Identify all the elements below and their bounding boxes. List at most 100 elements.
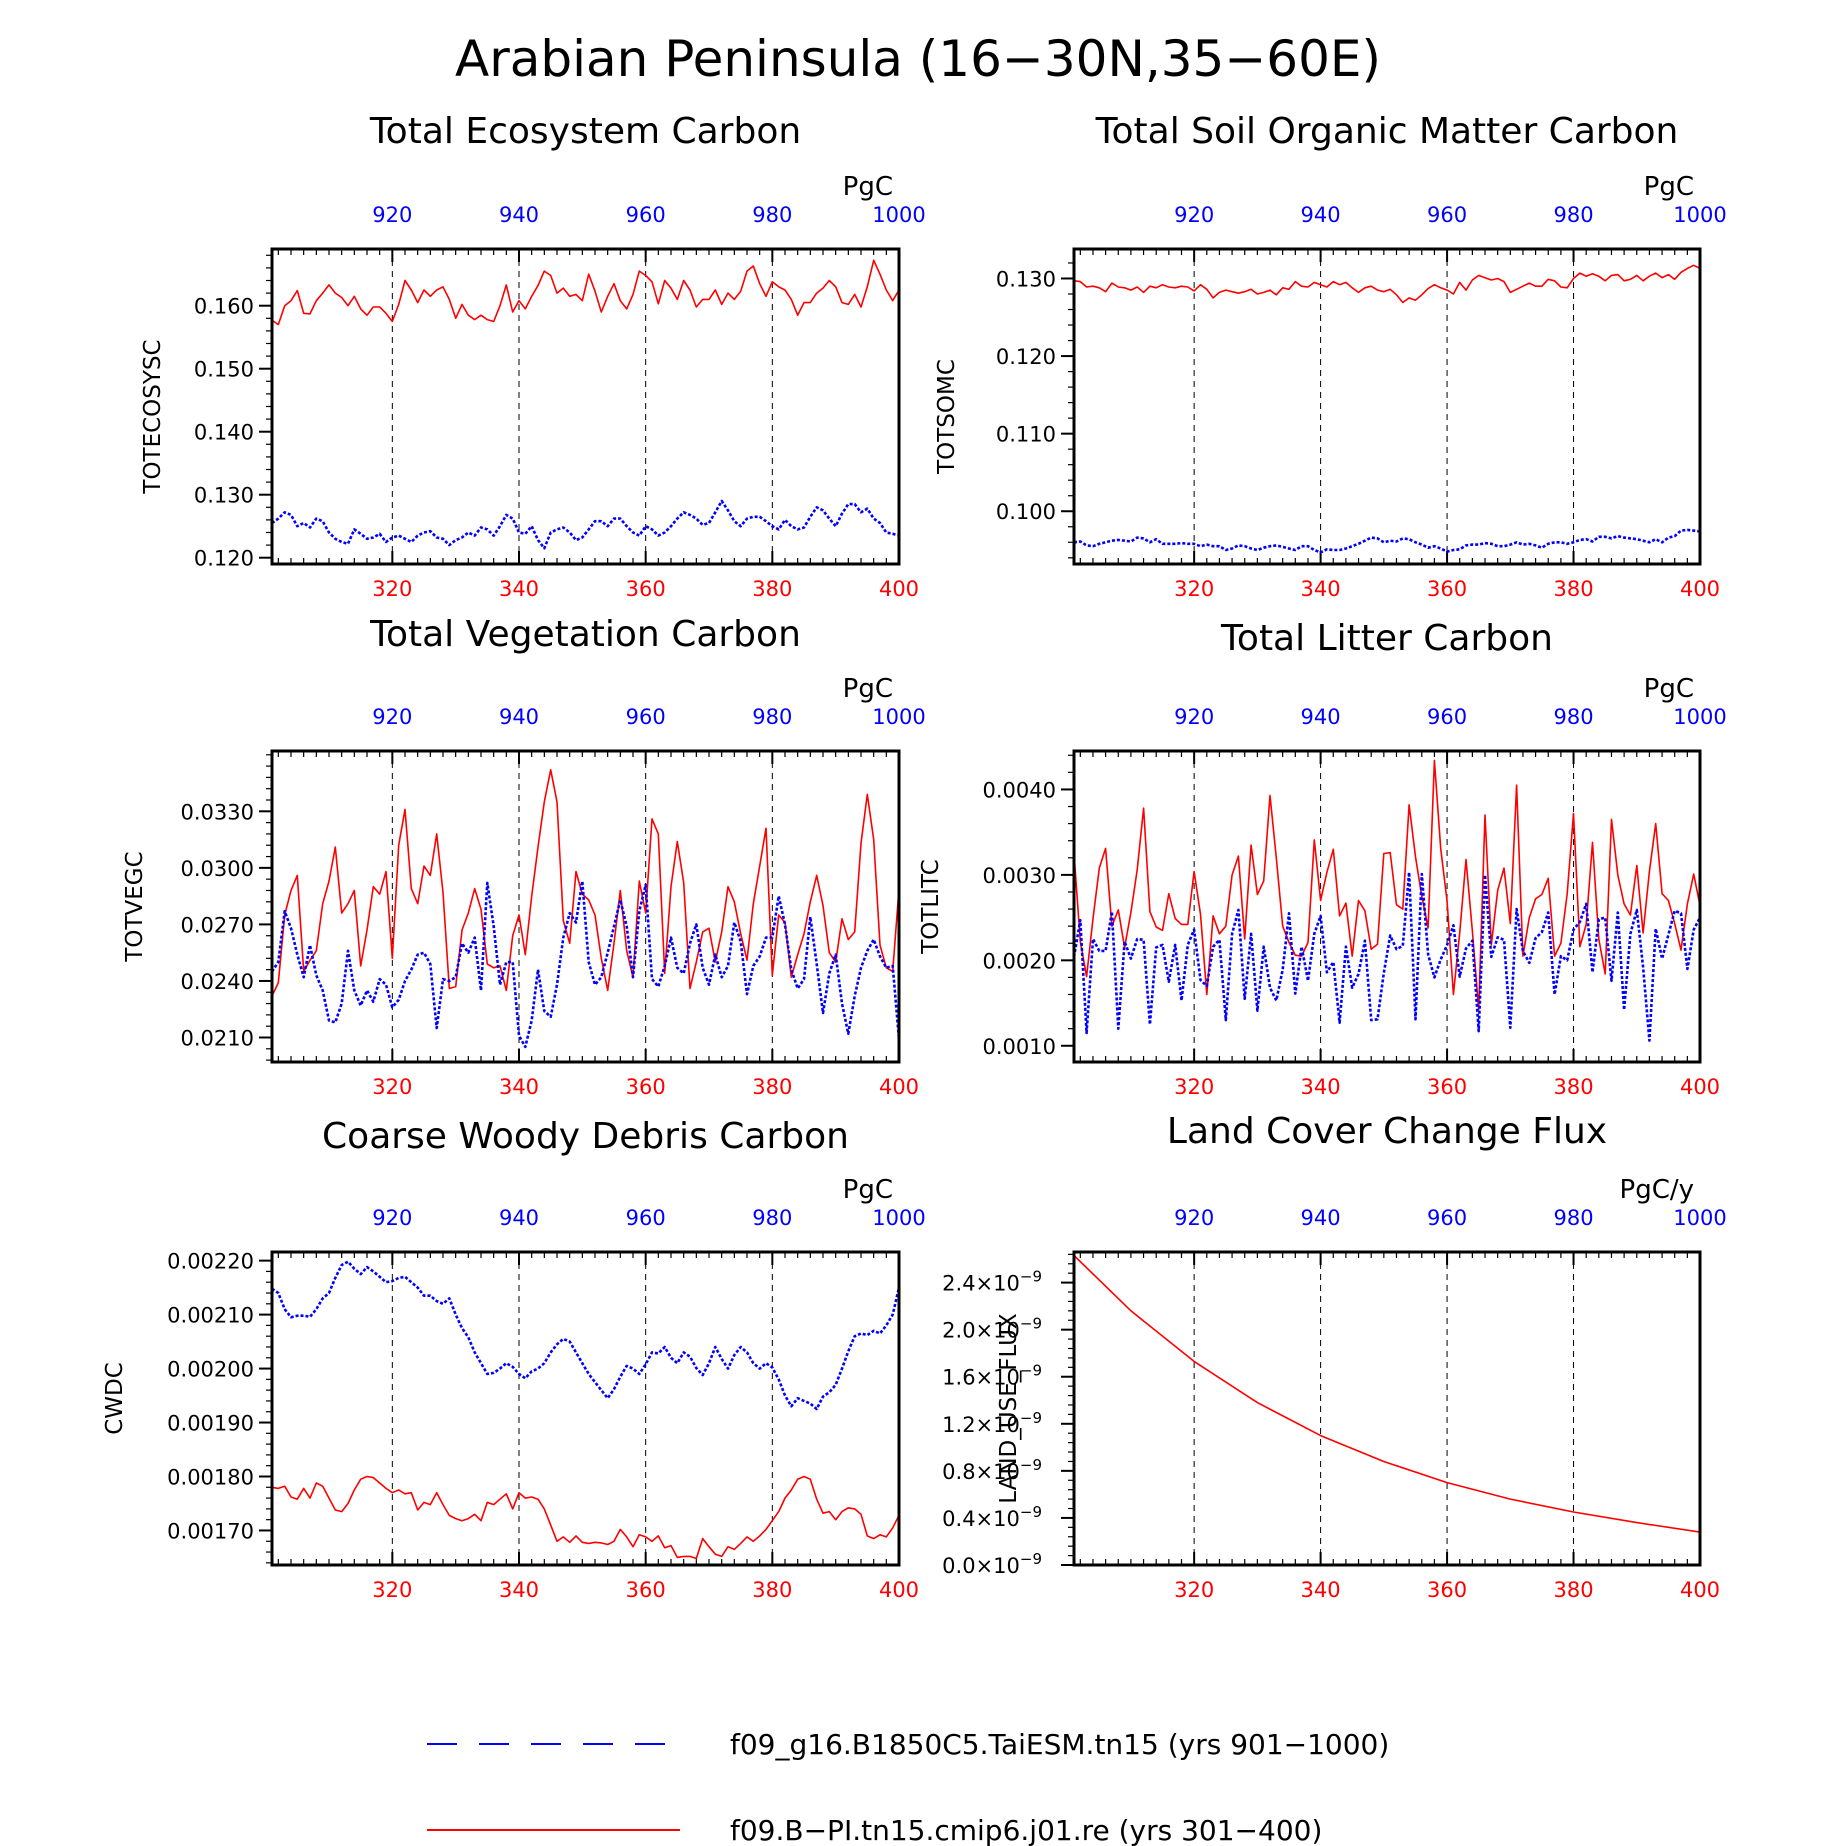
top-tick-label: 960 bbox=[1427, 1206, 1467, 1230]
top-tick-label: 940 bbox=[499, 705, 539, 729]
top-tick-label: 960 bbox=[626, 705, 666, 729]
plot-frame bbox=[1072, 749, 1702, 1064]
top-tick-label: 920 bbox=[1174, 705, 1214, 729]
top-tick-label: 940 bbox=[1301, 203, 1341, 227]
y-tick-label: 0.0040 bbox=[983, 778, 1056, 802]
y-tick-label: 0.00200 bbox=[167, 1358, 254, 1382]
y-tick-label: 0.100 bbox=[996, 500, 1056, 524]
y-tick-label: 0.0030 bbox=[983, 864, 1056, 888]
top-tick-label: 1000 bbox=[872, 203, 925, 227]
y-tick-label: 0.00220 bbox=[167, 1250, 254, 1274]
plot-frame bbox=[270, 749, 901, 1064]
figure-title: Arabian Peninsula (16−30N,35−60E) bbox=[455, 30, 1381, 88]
bottom-tick-label: 340 bbox=[1301, 577, 1341, 601]
top-tick-label: 1000 bbox=[872, 1206, 925, 1230]
bottom-tick-label: 360 bbox=[1427, 1075, 1467, 1099]
y-tick-label: 0.4×10−9 bbox=[942, 1503, 1042, 1531]
y-tick-label: 0.160 bbox=[194, 295, 254, 319]
panel-6: Land Cover Change Flux 320 920 340 940 360 960… bbox=[942, 1111, 1727, 1602]
plot-frame bbox=[1072, 1250, 1702, 1567]
plot-frame bbox=[270, 1250, 901, 1567]
y-tick-label: 1.2×10−9 bbox=[942, 1409, 1042, 1437]
legend: f09_g16.B1850C5.TaiESM.tn15 (yrs 901−100… bbox=[427, 1728, 1389, 1846]
top-tick-label: 1000 bbox=[1673, 705, 1726, 729]
top-tick-label: 920 bbox=[372, 203, 412, 227]
bottom-tick-label: 320 bbox=[1174, 1578, 1214, 1602]
y-tick-label: 0.0010 bbox=[983, 1035, 1056, 1059]
bottom-tick-label: 340 bbox=[1301, 1075, 1341, 1099]
y-tick-label: 0.00190 bbox=[167, 1412, 254, 1436]
plot-frame bbox=[1072, 247, 1702, 566]
top-tick-label: 920 bbox=[372, 705, 412, 729]
panel-title: Total Ecosystem Carbon bbox=[369, 111, 801, 152]
top-tick-label: 1000 bbox=[872, 705, 925, 729]
y-tick-label: 0.0×10−9 bbox=[942, 1550, 1042, 1578]
bottom-tick-label: 380 bbox=[752, 1578, 792, 1602]
bottom-tick-label: 320 bbox=[1174, 577, 1214, 601]
y-tick-label: 0.00170 bbox=[167, 1519, 254, 1543]
y-tick-label: 0.120 bbox=[194, 547, 254, 571]
series-line-1 bbox=[272, 259, 899, 326]
series-line-2 bbox=[1074, 528, 1700, 554]
series-line-1 bbox=[1074, 759, 1700, 1011]
y-tick-label: 0.0330 bbox=[181, 800, 254, 824]
series-line-1 bbox=[1074, 264, 1700, 304]
y-tick-label: 0.110 bbox=[996, 423, 1056, 447]
top-tick-label: 980 bbox=[752, 705, 792, 729]
y-tick-label: 0.140 bbox=[194, 421, 254, 445]
y-tick-label: 0.130 bbox=[194, 484, 254, 508]
y-tick-label: 0.150 bbox=[194, 358, 254, 382]
top-tick-label: 920 bbox=[1174, 203, 1214, 227]
bottom-tick-label: 340 bbox=[499, 577, 539, 601]
units-label: PgC bbox=[843, 172, 893, 202]
units-label: PgC bbox=[1644, 172, 1694, 202]
y-tick-label: 0.0020 bbox=[983, 949, 1056, 973]
bottom-tick-label: 360 bbox=[626, 1578, 666, 1602]
units-label: PgC/y bbox=[1620, 1175, 1694, 1205]
panel-2: Total Soil Organic Matter Carbon 320 920 34… bbox=[934, 111, 1727, 601]
bottom-tick-label: 380 bbox=[752, 577, 792, 601]
y-tick-label: 0.0270 bbox=[181, 913, 254, 937]
top-tick-label: 920 bbox=[372, 1206, 412, 1230]
bottom-tick-label: 320 bbox=[1174, 1075, 1214, 1099]
y-tick-label: 0.00210 bbox=[167, 1304, 254, 1328]
series-line-1 bbox=[1074, 1254, 1700, 1533]
panel-title: Total Soil Organic Matter Carbon bbox=[1095, 111, 1679, 152]
units-label: PgC bbox=[843, 674, 893, 704]
panel-title: Land Cover Change Flux bbox=[1167, 1111, 1607, 1152]
panel-4: Total Litter Carbon 320 920 340 940 360 960 380… bbox=[918, 618, 1727, 1099]
y-axis-label: LAND_USE_FLUX bbox=[996, 1313, 1022, 1504]
y-tick-label: 0.0300 bbox=[181, 857, 254, 881]
y-tick-label: 0.120 bbox=[996, 345, 1056, 369]
top-tick-label: 980 bbox=[1553, 705, 1593, 729]
y-axis-label: TOTSOMC bbox=[934, 359, 960, 475]
bottom-tick-label: 360 bbox=[626, 577, 666, 601]
y-axis-label: TOTECOSYSC bbox=[140, 339, 166, 494]
units-label: PgC bbox=[1644, 674, 1694, 704]
bottom-tick-label: 380 bbox=[1553, 577, 1593, 601]
bottom-tick-label: 380 bbox=[1553, 1578, 1593, 1602]
top-tick-label: 980 bbox=[752, 203, 792, 227]
top-tick-label: 940 bbox=[1301, 1206, 1341, 1230]
y-axis-label: TOTLITC bbox=[918, 859, 944, 955]
y-tick-label: 0.0240 bbox=[181, 970, 254, 994]
bottom-tick-label: 380 bbox=[752, 1075, 792, 1099]
series-line-2 bbox=[272, 1260, 899, 1411]
bottom-tick-label: 400 bbox=[879, 577, 919, 601]
top-tick-label: 960 bbox=[1427, 705, 1467, 729]
bottom-tick-label: 400 bbox=[879, 1578, 919, 1602]
y-tick-label: 1.6×10−9 bbox=[942, 1362, 1042, 1390]
top-tick-label: 940 bbox=[499, 203, 539, 227]
units-label: PgC bbox=[843, 1175, 893, 1205]
legend-label-2: f09.B−PI.tn15.cmip6.j01.re (yrs 301−400) bbox=[730, 1814, 1322, 1846]
panel-5: Coarse Woody Debris Carbon 320 920 340 940 36… bbox=[102, 1116, 926, 1602]
y-tick-label: 0.00180 bbox=[167, 1465, 254, 1489]
y-tick-label: 0.0210 bbox=[181, 1026, 254, 1050]
bottom-tick-label: 340 bbox=[1301, 1578, 1341, 1602]
bottom-tick-label: 380 bbox=[1553, 1075, 1593, 1099]
series-line-1 bbox=[272, 1475, 899, 1560]
y-axis-label: CWDC bbox=[102, 1362, 128, 1435]
bottom-tick-label: 340 bbox=[499, 1075, 539, 1099]
top-tick-label: 1000 bbox=[1673, 1206, 1726, 1230]
